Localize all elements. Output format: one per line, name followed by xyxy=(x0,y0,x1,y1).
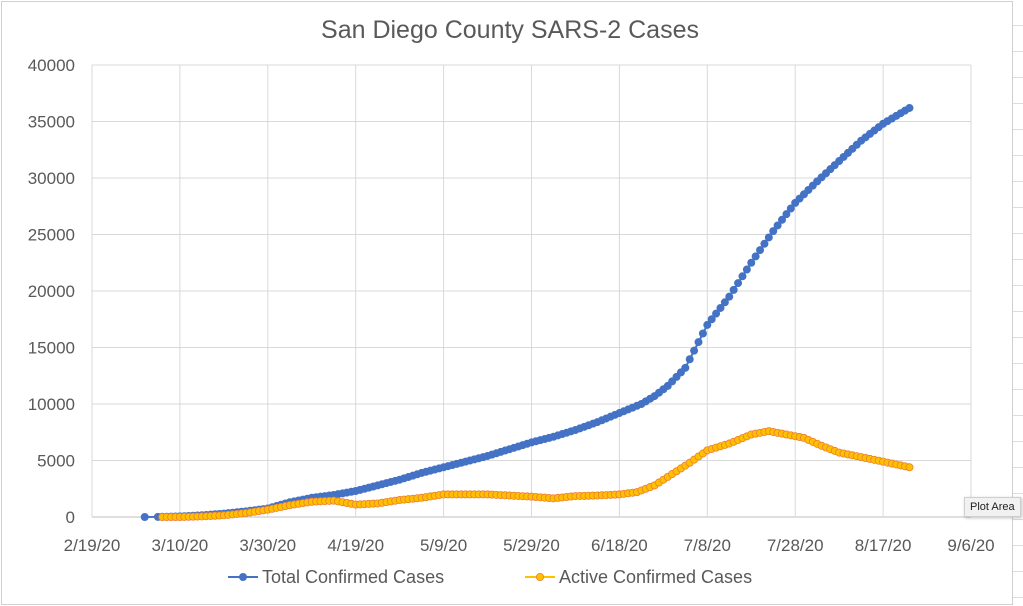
y-tick-label: 20000 xyxy=(28,282,75,301)
legend-label: Total Confirmed Cases xyxy=(262,567,444,587)
data-point xyxy=(712,309,721,318)
x-tick-label: 7/8/20 xyxy=(684,536,731,555)
data-point xyxy=(742,265,751,274)
series-0 xyxy=(140,103,914,522)
y-tick-label: 10000 xyxy=(28,395,75,414)
x-tick-label: 9/6/20 xyxy=(947,536,994,555)
x-tick-label: 7/28/20 xyxy=(767,536,824,555)
plot-area-tooltip: Plot Area xyxy=(964,497,1021,517)
data-point xyxy=(685,355,694,364)
data-point xyxy=(703,320,712,329)
x-tick-label: 6/18/20 xyxy=(591,536,648,555)
y-tick-label: 40000 xyxy=(28,56,75,75)
data-point xyxy=(786,204,795,213)
x-tick-label: 4/19/20 xyxy=(327,536,384,555)
data-point xyxy=(905,103,914,112)
data-point xyxy=(905,463,914,472)
legend-marker-icon xyxy=(536,573,545,582)
data-point xyxy=(782,210,791,219)
legend-marker-icon xyxy=(238,573,247,582)
data-point xyxy=(738,272,747,281)
data-point xyxy=(707,315,716,324)
legend-item-0[interactable]: Total Confirmed Cases xyxy=(228,567,444,587)
data-point xyxy=(729,285,738,294)
x-tick-label: 3/10/20 xyxy=(152,536,209,555)
y-tick-label: 0 xyxy=(66,508,75,527)
x-tick-label: 5/29/20 xyxy=(503,536,560,555)
data-point xyxy=(769,227,778,236)
data-point xyxy=(751,252,760,261)
y-tick-label: 35000 xyxy=(28,113,75,132)
legend-label: Active Confirmed Cases xyxy=(559,567,752,587)
data-point xyxy=(773,221,782,230)
legend-item-1[interactable]: Active Confirmed Cases xyxy=(525,567,752,587)
data-point xyxy=(690,346,699,355)
x-tick-label: 3/30/20 xyxy=(239,536,296,555)
data-point xyxy=(764,233,773,242)
y-tick-label: 30000 xyxy=(28,169,75,188)
data-point xyxy=(140,513,149,522)
data-point xyxy=(716,303,725,312)
x-tick-label: 8/17/20 xyxy=(855,536,912,555)
data-point xyxy=(698,329,707,338)
data-point xyxy=(720,298,729,307)
data-point xyxy=(760,239,769,248)
x-tick-label: 2/19/20 xyxy=(64,536,121,555)
y-tick-label: 25000 xyxy=(28,226,75,245)
x-tick-label: 5/9/20 xyxy=(420,536,467,555)
spreadsheet-cells xyxy=(1013,0,1023,606)
series-1 xyxy=(158,427,914,522)
data-point xyxy=(734,279,743,288)
data-point xyxy=(681,363,690,372)
y-tick-label: 15000 xyxy=(28,339,75,358)
data-point xyxy=(725,292,734,301)
data-point xyxy=(694,338,703,347)
y-tick-label: 5000 xyxy=(37,452,75,471)
data-point xyxy=(778,215,787,224)
data-point xyxy=(747,258,756,267)
data-point xyxy=(756,246,765,255)
chart-title: San Diego County SARS-2 Cases xyxy=(321,16,699,44)
